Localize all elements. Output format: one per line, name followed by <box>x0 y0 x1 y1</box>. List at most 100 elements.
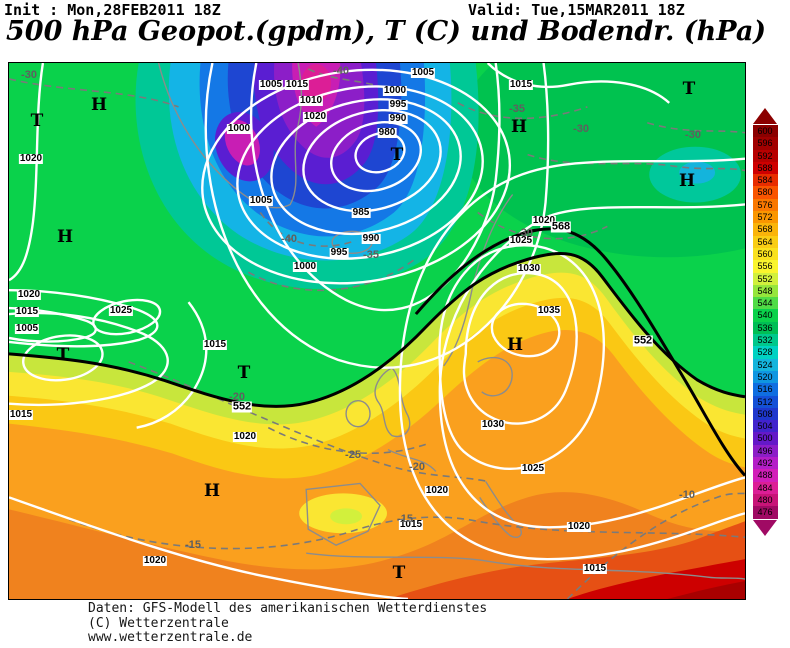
temperature-label: -30 <box>685 129 701 141</box>
pressure-center-letter: H <box>90 95 108 115</box>
pressure-label: 1015 <box>284 79 310 90</box>
legend-entry: 568 <box>752 223 778 236</box>
valid-datetime: Valid: Tue,15MAR2011 18Z <box>468 1 685 19</box>
pressure-label: 1000 <box>382 85 408 96</box>
legend-entry: 548 <box>752 284 778 298</box>
legend-entry: 488 <box>752 469 778 482</box>
legend-entry: 532 <box>752 334 778 347</box>
legend-entry: 496 <box>752 444 778 458</box>
pressure-label: 1005 <box>258 79 284 90</box>
legend-entry: 520 <box>752 370 778 384</box>
pressure-label: 1015 <box>508 79 534 90</box>
legend-entry: 476 <box>752 506 778 519</box>
pressure-center-letter: H <box>506 335 524 355</box>
pressure-label: 990 <box>388 113 408 124</box>
legend-entry: 580 <box>752 186 778 199</box>
pressure-label: 1020 <box>302 111 328 122</box>
footer-url: www.wetterzentrale.de <box>88 630 253 645</box>
temperature-label: -20 <box>409 461 425 473</box>
airmass-color-fills <box>9 63 745 599</box>
temperature-label: -40 <box>281 233 297 245</box>
pressure-label: 995 <box>388 99 408 110</box>
pressure-center-letter: H <box>56 227 74 247</box>
legend-entry: 576 <box>752 198 778 212</box>
legend-entry: 536 <box>752 321 778 335</box>
legend-entry: 564 <box>752 235 778 248</box>
geopotential-label: 552 <box>231 400 253 413</box>
pressure-label: 1015 <box>582 563 608 574</box>
legend-entry: 552 <box>752 272 778 285</box>
pressure-label: 1020 <box>16 289 42 300</box>
pressure-label: 1005 <box>410 67 436 78</box>
pressure-label: 1000 <box>292 261 318 272</box>
legend-entry: 480 <box>752 493 778 507</box>
legend-entry: 584 <box>752 174 778 187</box>
legend-entry: 560 <box>752 247 778 261</box>
pressure-center-letter: T <box>237 363 251 383</box>
pressure-center-letter: T <box>56 345 70 365</box>
temperature-label: -15 <box>397 513 413 525</box>
legend-entry: 596 <box>752 137 778 150</box>
pressure-label: 990 <box>361 233 381 244</box>
pressure-label: 1000 <box>226 123 252 134</box>
pressure-label: 1035 <box>536 305 562 316</box>
legend-entry: 508 <box>752 407 778 421</box>
isobar-lines <box>9 63 745 599</box>
legend-entry: 572 <box>752 211 778 224</box>
temperature-label: -20 <box>229 391 245 403</box>
geopotential-568-line <box>414 227 745 477</box>
pressure-center-letter: H <box>678 171 696 191</box>
legend-entry: 592 <box>752 149 778 162</box>
legend-entry: 600 <box>752 125 778 138</box>
pressure-label: 980 <box>377 127 397 138</box>
legend-arrow-down-icon <box>753 519 777 536</box>
legend-entry: 540 <box>752 309 778 322</box>
footer-copyright: (C) Wetterzentrale <box>88 615 229 631</box>
legend-entry: 524 <box>752 358 778 371</box>
pressure-label: 1020 <box>18 153 44 164</box>
pressure-label: 1005 <box>14 323 40 334</box>
geopotential-label: 552 <box>632 334 654 347</box>
legend-entry: 556 <box>752 260 778 273</box>
page-title: 500 hPa Geopot.(gpdm), T (C) und Bodendr… <box>6 16 767 47</box>
temperature-label: -15 <box>185 539 201 551</box>
pressure-label: 1015 <box>202 339 228 350</box>
legend-entry: 544 <box>752 297 778 310</box>
legend-entry: 512 <box>752 395 778 408</box>
pressure-center-letter: T <box>392 563 406 583</box>
legend-entry: 492 <box>752 457 778 470</box>
footer: Daten: GFS-Modell des amerikanischen Wet… <box>88 601 488 646</box>
pressure-center-letter: T <box>390 145 404 165</box>
map-canvas <box>9 63 745 599</box>
map-labels: 1020 1005 1015 1010 1020 1000 1005 1000 995 990 98… <box>9 63 745 599</box>
legend-entry: 528 <box>752 346 778 359</box>
temperature-label: -30 <box>517 227 533 239</box>
pressure-label: 1020 <box>424 485 450 496</box>
temperature-label: -10 <box>679 489 695 501</box>
weather-map: 1020 1005 1015 1010 1020 1000 1005 1000 995 990 98… <box>8 62 746 600</box>
pressure-center-letter: H <box>203 481 221 501</box>
pressure-label: 1005 <box>248 195 274 206</box>
init-datetime: Init : Mon,28FEB2011 18Z <box>4 1 221 19</box>
pressure-label: 1015 <box>14 306 40 317</box>
temperature-label: -40 <box>333 65 349 77</box>
temperature-label: -35 <box>363 249 379 261</box>
legend-entry: 516 <box>752 383 778 396</box>
legend-entry: 504 <box>752 420 778 433</box>
footer-source: Daten: GFS-Modell des amerikanischen Wet… <box>88 601 488 616</box>
coastlines <box>157 63 745 580</box>
pressure-label: 985 <box>351 207 371 218</box>
legend-arrow-up-icon <box>753 108 777 124</box>
pressure-label: 1025 <box>520 463 546 474</box>
temperature-label: -30 <box>21 69 37 81</box>
pressure-label: 1010 <box>298 95 324 106</box>
pressure-label: 1020 <box>232 431 258 442</box>
pressure-label: 1025 <box>508 235 534 246</box>
pressure-label: 1015 <box>9 409 34 420</box>
temperature-label: -30 <box>573 123 589 135</box>
pressure-center-letter: H <box>510 117 528 137</box>
pressure-label: 1020 <box>531 215 557 226</box>
temperature-label: -35 <box>509 103 525 115</box>
pressure-label: 1020 <box>142 555 168 566</box>
pressure-label: 1025 <box>108 305 134 316</box>
